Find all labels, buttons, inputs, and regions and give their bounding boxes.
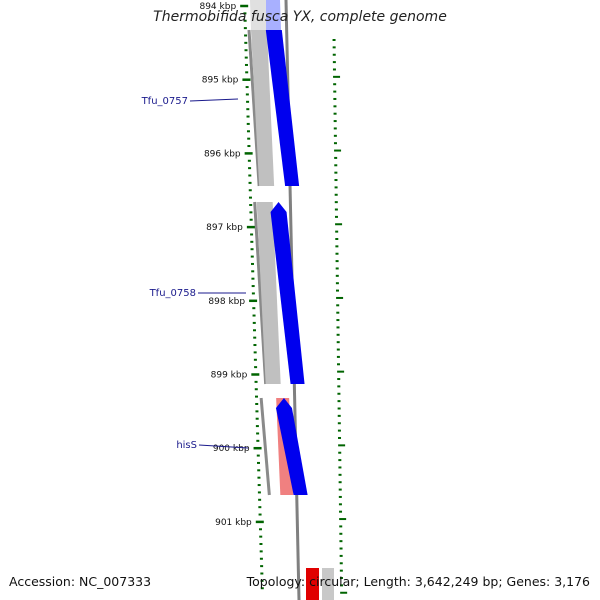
gene-shadow-segment — [250, 30, 275, 186]
shadow-fade — [250, 0, 266, 30]
bottom-feature-grey — [322, 568, 334, 600]
shadow-edge — [247, 29, 261, 187]
tick-label: 895 kbp — [202, 76, 239, 86]
cds-arrow-Tfu_0757[interactable] — [265, 30, 300, 186]
cds-arrow-Tfu_0758[interactable] — [270, 202, 305, 384]
gene-label-Tfu_0757[interactable]: Tfu_0757 — [141, 96, 188, 107]
gene-label-leader — [198, 444, 249, 449]
bottom-feature-red — [306, 568, 319, 600]
gene-label-Tfu_0758[interactable]: Tfu_0758 — [149, 288, 196, 299]
tick-label: 897 kbp — [206, 223, 243, 233]
gene-shadow-segment — [256, 202, 281, 384]
tick-label: 901 kbp — [215, 518, 252, 528]
cds-arrow-hisS[interactable] — [275, 398, 308, 495]
gene-label-hisS[interactable]: hisS — [176, 440, 197, 451]
tick-label: 898 kbp — [208, 297, 245, 307]
accession-label: Accession: NC_007333 — [9, 574, 152, 589]
gene-label-leader — [189, 98, 239, 102]
map-title: Thermobifida fusca YX, complete genome — [153, 9, 447, 25]
shadow-edge — [253, 201, 268, 385]
tick-label: 896 kbp — [204, 149, 241, 159]
tick-label: 899 kbp — [211, 371, 248, 381]
tick-label: 900 kbp — [213, 444, 250, 454]
cds-arrow-fade — [265, 0, 281, 30]
tick-label: 894 kbp — [199, 2, 236, 12]
topology-label: Topology: circular; Length: 3,642,249 bp… — [246, 574, 590, 589]
shadow-edge — [259, 397, 271, 496]
